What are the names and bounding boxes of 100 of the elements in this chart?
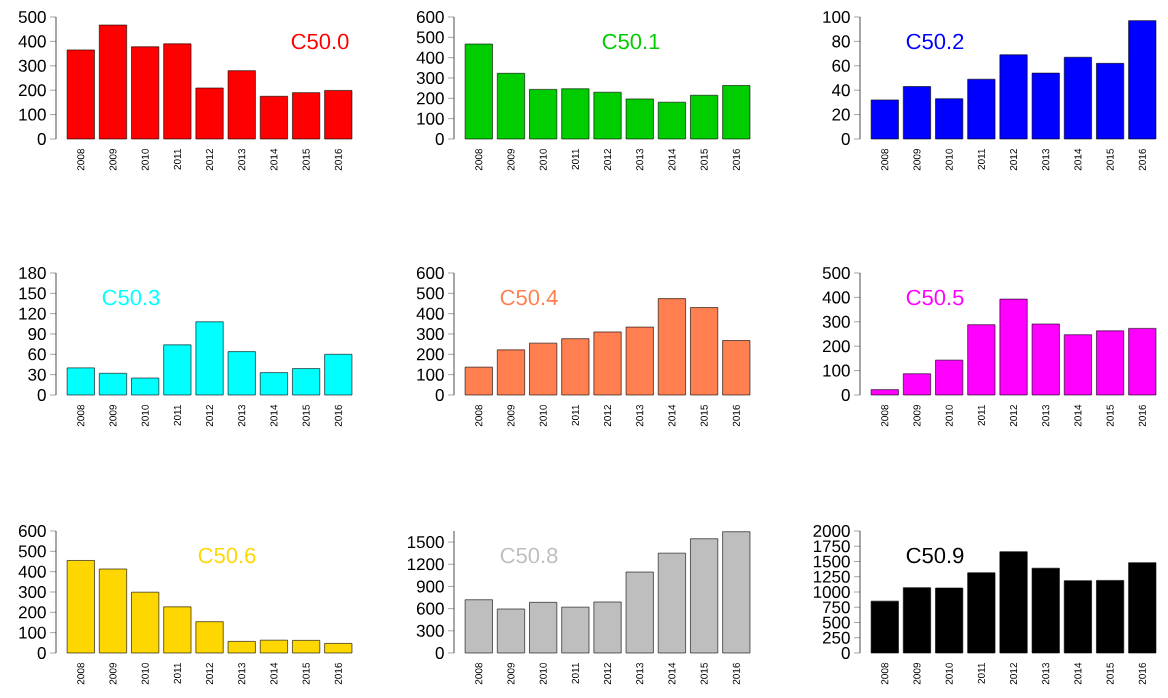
y-tick-label: 1200	[407, 558, 444, 571]
bar	[227, 70, 256, 140]
y-tick-label: 300	[822, 315, 850, 328]
bar	[464, 43, 493, 140]
x-tick-label: 2015	[302, 404, 310, 427]
text: C50.6	[198, 547, 256, 564]
x-tick-label: 2013	[238, 404, 246, 427]
x-tick-label: 2013	[1042, 148, 1050, 171]
bar	[99, 24, 127, 140]
x-tick-label: 2014	[1074, 662, 1082, 685]
bar	[1063, 56, 1092, 140]
bar	[657, 298, 686, 396]
bar	[497, 73, 525, 140]
y-tick-label: 300	[18, 585, 46, 599]
y-tick-label: 100	[19, 108, 46, 121]
y-tick-label: 150	[19, 287, 46, 300]
x-tick-label: 2015	[1106, 148, 1114, 171]
x-tick-label: 2010	[141, 662, 149, 685]
bar	[870, 389, 899, 396]
bar	[967, 324, 996, 396]
y-tick-label: 40	[831, 84, 850, 97]
bar	[1063, 334, 1092, 396]
x-tick-label: 2014	[1074, 148, 1082, 171]
y-tick-label: 500	[18, 10, 46, 24]
y-tick-label: 900	[416, 580, 444, 593]
bar	[1128, 20, 1157, 140]
y-tick-label: 120	[19, 307, 46, 320]
x-tick-label: 2009	[109, 148, 117, 171]
bar	[690, 94, 719, 140]
y-tick-label: 600	[416, 602, 444, 615]
y-tick-label: 500	[416, 31, 444, 44]
x-tick-label: 2014	[1074, 404, 1082, 427]
x-tick-label: 2015	[1106, 662, 1114, 685]
x-tick-label: 2015	[700, 662, 708, 685]
y-tick-label: 600	[416, 266, 444, 280]
y-tick-label: 1500	[407, 536, 444, 549]
text: C50.2	[906, 33, 964, 50]
y-tick-label: 1750	[813, 540, 850, 553]
x-tick-label: 2009	[913, 404, 921, 427]
bar	[131, 377, 160, 396]
y-tick-label: 200	[18, 84, 46, 97]
bar	[163, 43, 192, 140]
bar	[967, 78, 996, 140]
x-tick-label: 2009	[109, 404, 117, 427]
bar	[1031, 567, 1060, 654]
bar	[1096, 63, 1125, 140]
y-tick-label: 90	[28, 327, 46, 341]
y-tick-label: 200	[18, 606, 46, 619]
y-tick-label: 600	[416, 10, 444, 24]
x-tick-label: 2008	[881, 148, 889, 171]
x-tick-label: 2012	[1010, 149, 1018, 171]
bar	[967, 572, 996, 654]
bar	[870, 600, 899, 654]
x-tick-label: 2011	[571, 149, 579, 170]
y-tick-label: 400	[416, 307, 444, 320]
bar	[259, 639, 288, 654]
bar	[625, 326, 654, 396]
bar	[935, 359, 964, 396]
bar	[529, 89, 558, 140]
bar	[999, 298, 1028, 396]
y-tick-label: 400	[18, 565, 46, 578]
x-tick-label: 2014	[270, 662, 278, 685]
y-tick-label: 300	[416, 327, 444, 341]
text: C50.0	[291, 33, 349, 50]
bar	[1096, 580, 1125, 654]
x-tick-label: 2014	[668, 662, 676, 685]
bar	[227, 641, 256, 654]
x-tick-label: 2008	[475, 662, 483, 685]
x-tick-label: 2010	[945, 404, 953, 427]
bar	[195, 621, 224, 654]
x-tick-label: 2010	[539, 148, 547, 171]
text: C50.4	[500, 289, 558, 306]
x-tick-label: 2014	[668, 148, 676, 171]
bar	[870, 99, 899, 140]
bar	[625, 571, 654, 654]
x-tick-label: 2012	[206, 663, 214, 685]
bar	[561, 606, 590, 654]
x-tick-label: 2008	[77, 148, 85, 171]
x-tick-label: 2008	[77, 404, 85, 427]
bar	[292, 368, 321, 396]
x-tick-label: 2011	[173, 663, 181, 684]
y-tick-label: 30	[28, 368, 46, 381]
bar	[259, 95, 288, 140]
bar	[529, 342, 558, 396]
y-tick-label: 60	[28, 348, 46, 361]
bar	[497, 349, 525, 396]
y-tick-label: 0	[435, 388, 444, 402]
x-tick-label: 2016	[732, 404, 740, 427]
x-tick-label: 2011	[977, 405, 985, 426]
x-tick-label: 2011	[571, 663, 579, 684]
x-tick-label: 2016	[334, 404, 342, 427]
x-tick-label: 2010	[141, 148, 149, 171]
y-tick-label: 400	[18, 35, 46, 48]
y-tick-label: 1250	[813, 570, 850, 583]
x-tick-label: 2009	[507, 404, 515, 427]
y-tick-label: 500	[822, 616, 850, 629]
bar	[935, 98, 964, 140]
x-tick-label: 2016	[334, 148, 342, 171]
bar	[99, 568, 127, 654]
bar	[1031, 72, 1060, 140]
